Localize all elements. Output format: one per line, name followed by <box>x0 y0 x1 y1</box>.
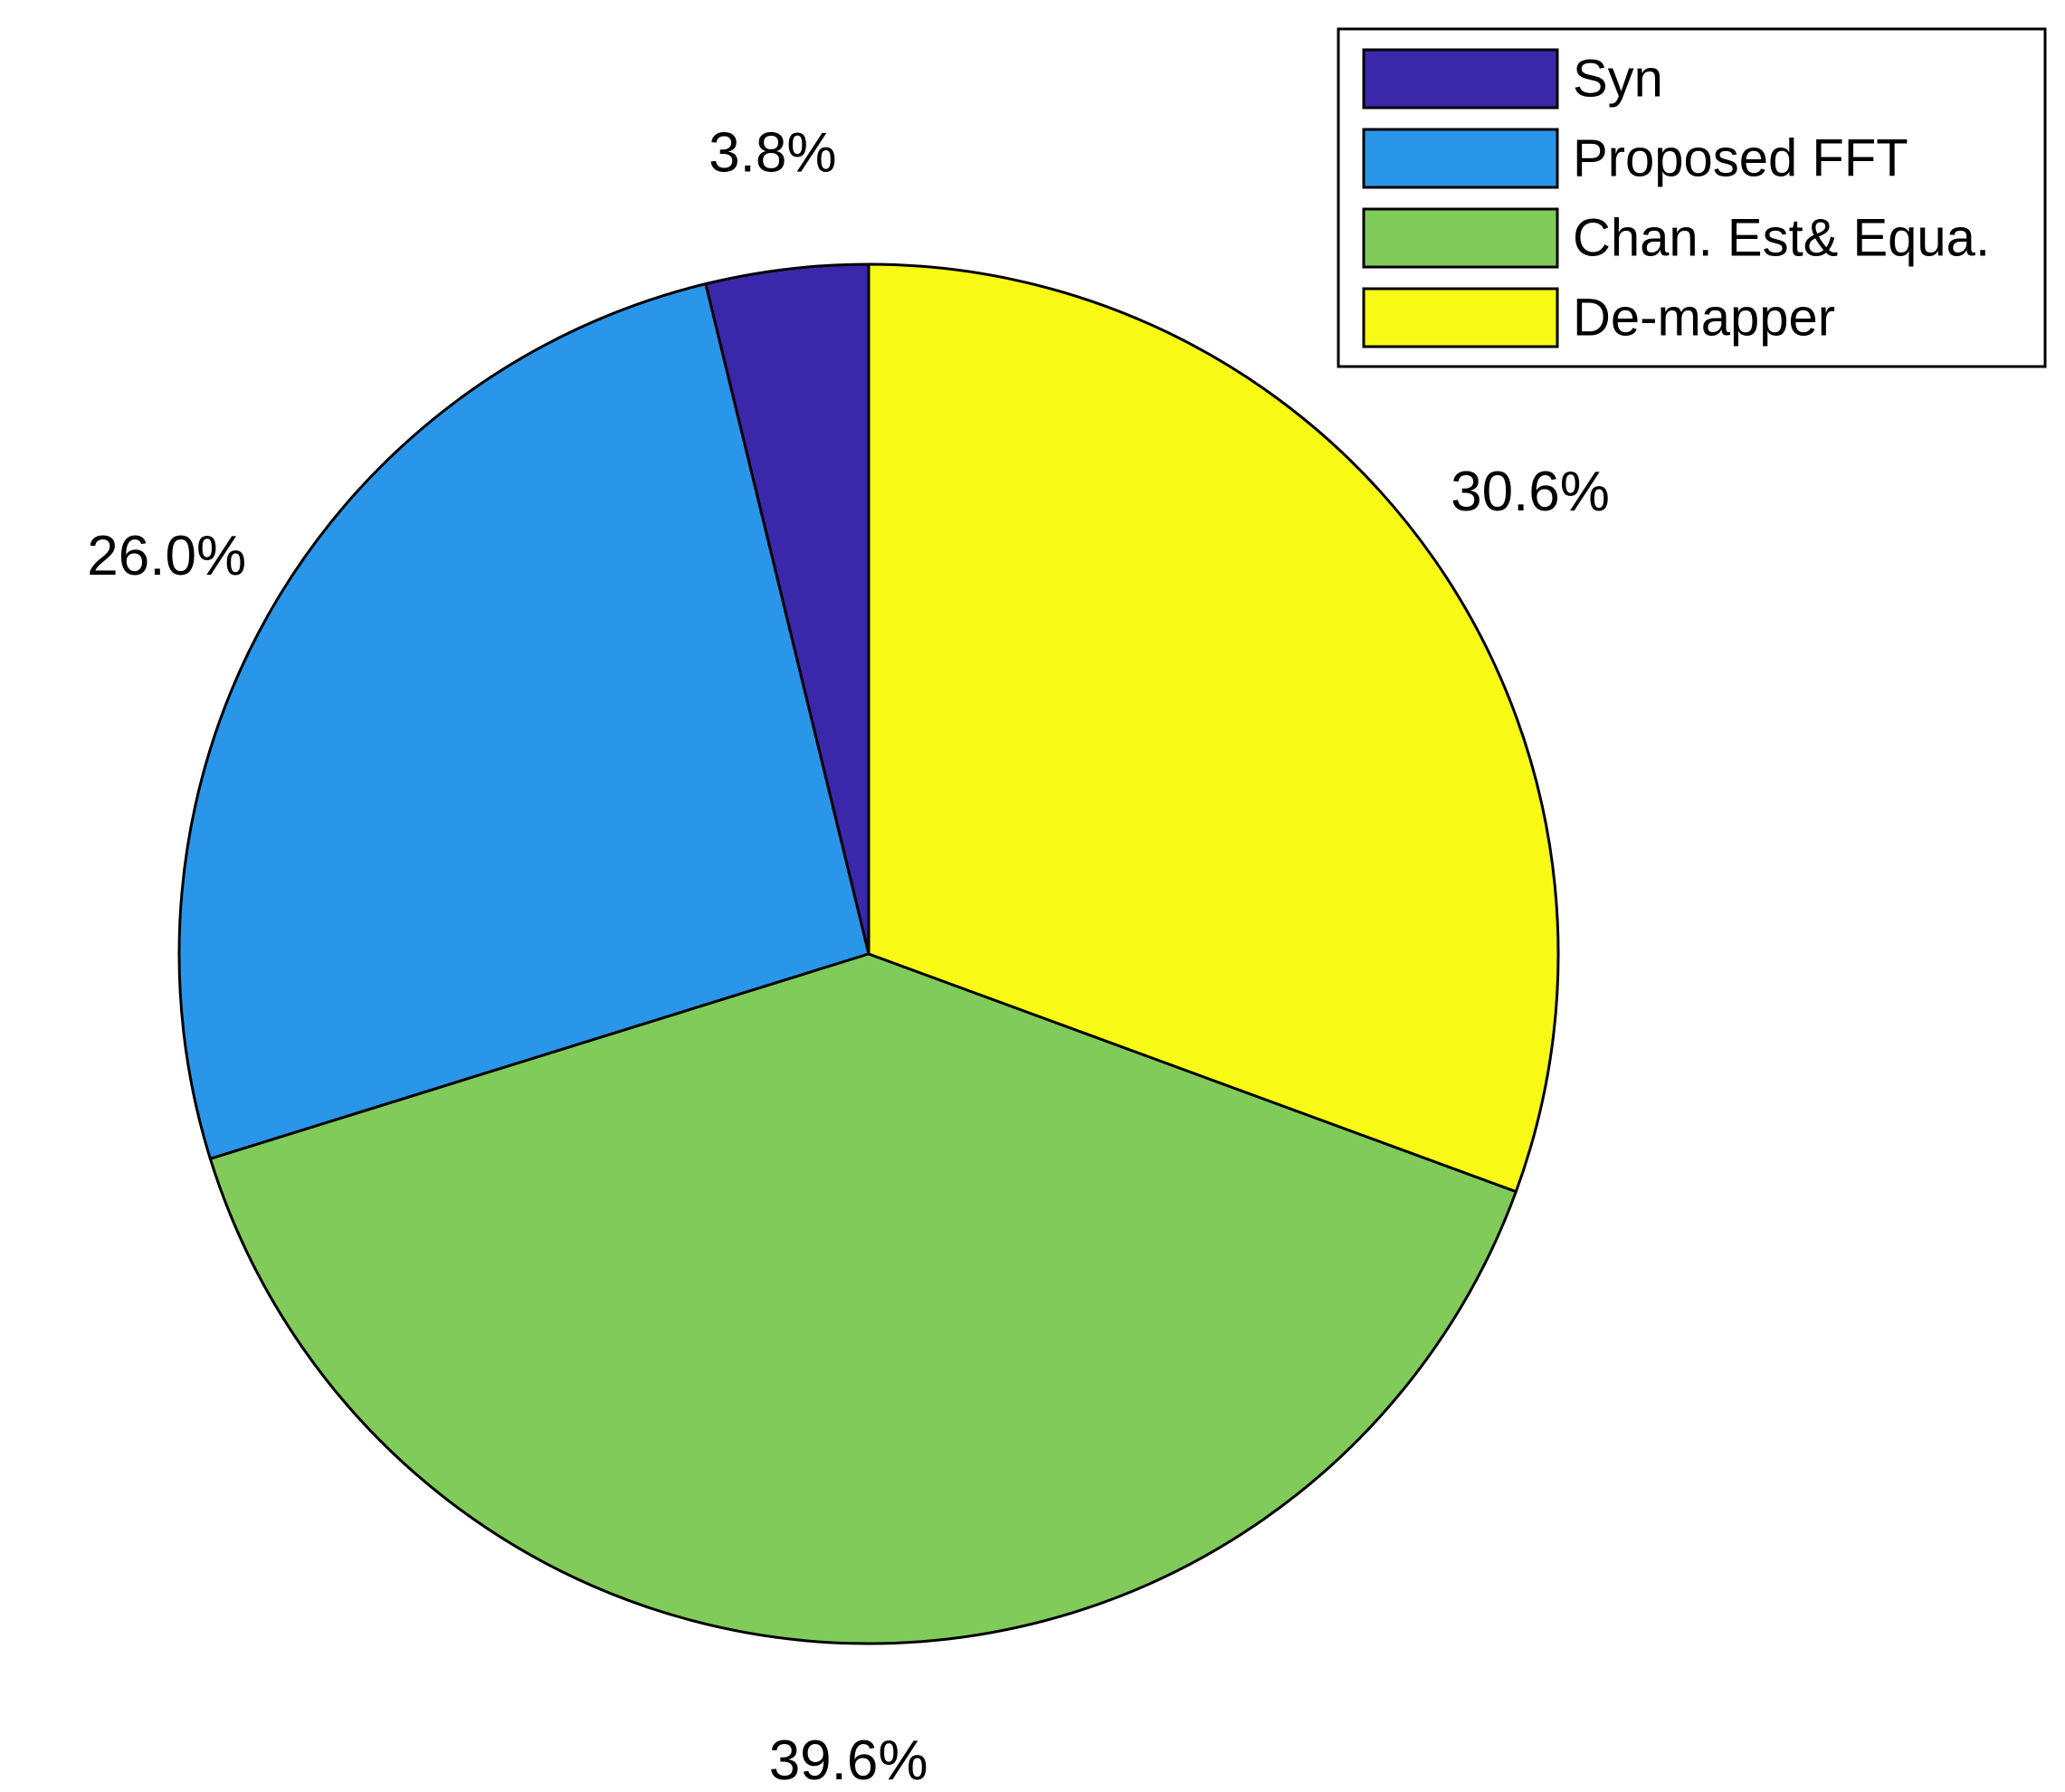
legend-swatch-de-mapper <box>1362 287 1559 348</box>
pie-slices <box>177 262 1560 1645</box>
slice-label-chan-est-equa: 39.6% <box>769 1730 928 1792</box>
legend-label-de-mapper: De-mapper <box>1573 289 1835 348</box>
pie-slice-proposed-fft <box>177 282 871 1160</box>
slice-label-proposed-fft: 26.0% <box>87 525 246 587</box>
legend: Syn Proposed FFT Chan. Est& Equa. De-mapper <box>1337 27 2047 368</box>
legend-label-syn: Syn <box>1573 50 1663 109</box>
pie-slice-de-mapper <box>867 262 1560 1194</box>
slice-label-syn: 3.8% <box>709 121 836 184</box>
pie-slice-labels: 3.8% 26.0% 39.6% 30.6% <box>87 121 1610 1792</box>
legend-label-chan-est-equa: Chan. Est& Equa. <box>1573 209 1990 268</box>
legend-label-proposed-fft: Proposed FFT <box>1573 129 1908 188</box>
pie-slice-chan-est-equa <box>208 952 1518 1645</box>
legend-swatch-syn <box>1362 48 1559 110</box>
slice-label-de-mapper: 30.6% <box>1451 461 1610 523</box>
legend-swatch-chan-est-equa <box>1362 207 1559 269</box>
legend-swatch-proposed-fft <box>1362 128 1559 189</box>
